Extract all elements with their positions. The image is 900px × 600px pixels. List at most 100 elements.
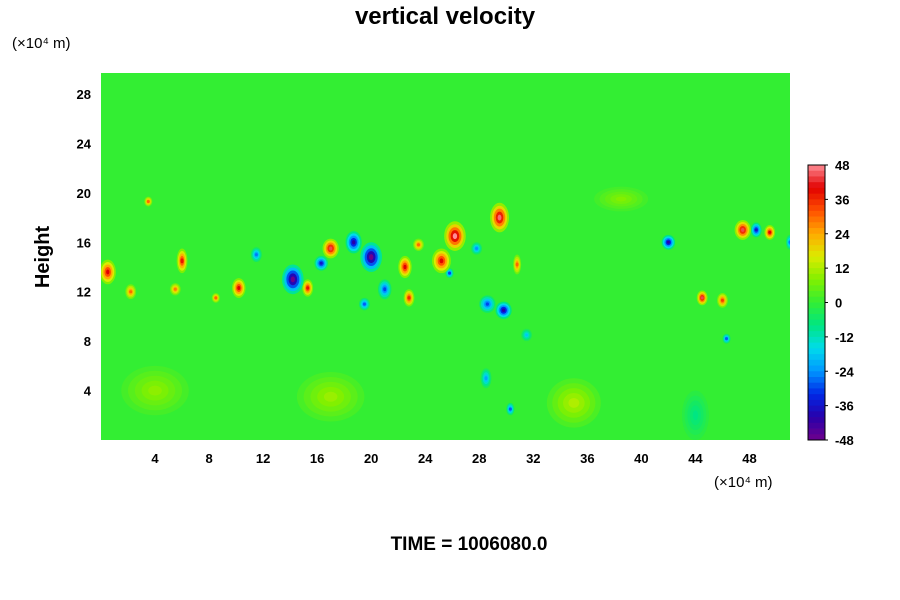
contour-level xyxy=(692,410,699,421)
colorbar-swatch xyxy=(808,273,825,280)
velocity-feature xyxy=(360,242,383,272)
x-tick-label: 20 xyxy=(364,451,378,466)
contour-level xyxy=(407,296,411,300)
contour-level xyxy=(720,298,724,302)
velocity-feature xyxy=(444,221,466,251)
colorbar-swatch xyxy=(808,422,825,429)
y-tick-label: 28 xyxy=(77,87,91,102)
contour-level xyxy=(403,264,407,270)
contour-level xyxy=(383,287,387,292)
colorbar-swatch xyxy=(808,165,825,172)
colorbar: 48 36 24 12 0 -12 -24 -36 -48 xyxy=(807,158,855,448)
y-tick-label: 8 xyxy=(84,334,91,349)
velocity-feature xyxy=(696,290,708,306)
contour-level xyxy=(741,227,745,232)
colorbar-swatch xyxy=(808,205,825,212)
velocity-feature xyxy=(750,222,762,238)
colorbar-swatch xyxy=(808,313,825,321)
x-tick-label: 12 xyxy=(256,451,270,466)
velocity-feature xyxy=(594,186,649,212)
contour-level xyxy=(448,271,452,275)
colorbar-swatch xyxy=(808,239,825,246)
colorbar-tick-label: 0 xyxy=(835,296,842,311)
velocity-feature xyxy=(495,301,512,319)
colorbar-swatch xyxy=(808,302,825,309)
colorbar-swatch xyxy=(808,359,825,366)
colorbar-swatch xyxy=(808,399,825,407)
contour-level xyxy=(237,286,241,290)
contour-level xyxy=(484,376,488,381)
contour-level xyxy=(615,196,627,202)
velocity-feature xyxy=(377,279,392,300)
velocity-feature xyxy=(176,248,188,274)
velocity-feature xyxy=(302,279,314,297)
x-tick-label: 32 xyxy=(526,451,540,466)
contour-level xyxy=(497,214,502,221)
colorbar-swatch xyxy=(808,279,825,286)
colorbar-swatch xyxy=(808,199,825,206)
colorbar-tick-label: -48 xyxy=(835,433,854,448)
y-tick-label: 4 xyxy=(84,384,92,399)
contour-level xyxy=(452,233,458,240)
colorbar-tick-label: 24 xyxy=(835,227,850,242)
colorbar-swatch xyxy=(808,382,825,389)
velocity-feature xyxy=(322,238,339,259)
colorbar-swatch xyxy=(808,336,825,344)
colorbar-swatch xyxy=(808,187,825,195)
colorbar-swatch xyxy=(808,331,825,338)
velocity-feature xyxy=(785,234,790,250)
colorbar-swatch xyxy=(808,176,825,183)
velocity-feature xyxy=(101,259,116,285)
y-tick-label: 24 xyxy=(77,136,92,151)
time-label: TIME = 1006080.0 xyxy=(391,534,548,555)
contour-level xyxy=(106,269,110,275)
colorbar-swatch xyxy=(808,428,825,435)
velocity-feature xyxy=(546,378,601,428)
colorbar-swatch xyxy=(808,233,825,240)
velocity-feature xyxy=(521,328,532,342)
colorbar-swatch xyxy=(808,170,825,177)
contour-level xyxy=(180,258,184,264)
contour-level xyxy=(508,407,512,411)
colorbar-swatch xyxy=(808,256,825,263)
contour-level xyxy=(352,240,356,245)
colorbar-swatch xyxy=(808,365,825,372)
colorbar-swatch xyxy=(808,319,825,326)
contour-level xyxy=(214,296,218,300)
velocity-feature xyxy=(403,289,415,307)
contour-level xyxy=(148,385,162,396)
contour-level xyxy=(788,240,790,244)
contour-level xyxy=(568,397,580,408)
colorbar-tick-label: -36 xyxy=(835,399,854,414)
velocity-feature xyxy=(661,234,676,250)
y-unit-label: (×10⁴ m) xyxy=(12,35,71,52)
contour-level xyxy=(501,308,506,312)
colorbar-swatch xyxy=(808,182,825,189)
colorbar-swatch xyxy=(808,371,825,378)
velocity-feature xyxy=(734,220,751,240)
x-tick-label: 8 xyxy=(205,451,212,466)
colorbar-swatch xyxy=(808,411,825,418)
x-tick-label: 16 xyxy=(310,451,324,466)
colorbar-tick-label: 48 xyxy=(835,158,849,173)
x-tick-label: 28 xyxy=(472,451,486,466)
velocity-feature xyxy=(125,284,137,300)
velocity-feature xyxy=(359,297,370,311)
velocity-feature xyxy=(345,231,362,254)
x-axis: 4 8 12 16 20 24 28 32 36 40 44 48 xyxy=(151,451,756,466)
colorbar-swatch xyxy=(808,222,825,229)
velocity-field xyxy=(101,186,790,440)
chart-title: vertical velocity xyxy=(355,3,536,30)
colorbar-swatch xyxy=(808,434,825,441)
colorbar-swatch xyxy=(808,376,825,384)
colorbar-swatch xyxy=(808,245,825,252)
y-tick-label: 20 xyxy=(77,186,91,201)
colorbar-swatch xyxy=(808,210,825,217)
velocity-feature xyxy=(722,333,731,344)
velocity-feature xyxy=(169,283,181,296)
contour-level xyxy=(323,391,338,402)
colorbar-swatch xyxy=(808,193,825,200)
colorbar-swatch xyxy=(808,417,825,424)
velocity-feature xyxy=(681,390,709,440)
colorbar-tick-label: -24 xyxy=(835,364,855,379)
